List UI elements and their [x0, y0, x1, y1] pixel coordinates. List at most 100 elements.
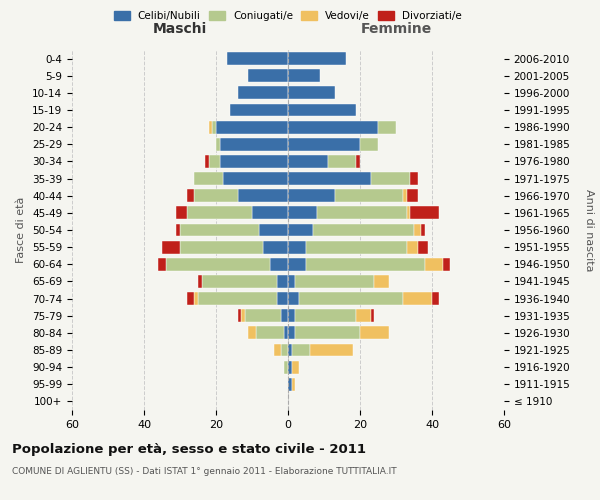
Bar: [248, 326, 256, 340]
Bar: [194, 190, 238, 202]
Bar: [209, 120, 212, 134]
Bar: [306, 240, 407, 254]
Bar: [187, 292, 194, 305]
Y-axis label: Anni di nascita: Anni di nascita: [584, 188, 595, 271]
Bar: [374, 275, 389, 288]
Bar: [238, 310, 241, 322]
Bar: [176, 224, 180, 236]
Bar: [198, 292, 277, 305]
Bar: [241, 310, 245, 322]
Bar: [227, 52, 288, 65]
Bar: [238, 86, 288, 100]
Bar: [281, 344, 288, 356]
Bar: [407, 240, 418, 254]
Bar: [180, 240, 263, 254]
Bar: [288, 292, 299, 305]
Text: Femmine: Femmine: [361, 22, 431, 36]
Bar: [180, 224, 259, 236]
Bar: [403, 292, 432, 305]
Bar: [220, 138, 288, 150]
Bar: [414, 224, 421, 236]
Bar: [263, 240, 288, 254]
Bar: [443, 258, 450, 270]
Bar: [288, 326, 295, 340]
Bar: [166, 258, 270, 270]
Bar: [288, 155, 328, 168]
Bar: [270, 258, 288, 270]
Bar: [259, 224, 288, 236]
Bar: [295, 326, 360, 340]
Bar: [187, 190, 194, 202]
Bar: [371, 310, 374, 322]
Bar: [194, 172, 223, 185]
Bar: [158, 258, 166, 270]
Bar: [356, 155, 360, 168]
Bar: [313, 224, 414, 236]
Legend: Celibi/Nubili, Coniugati/e, Vedovi/e, Divorziati/e: Celibi/Nubili, Coniugati/e, Vedovi/e, Di…: [111, 8, 465, 24]
Bar: [410, 172, 418, 185]
Bar: [205, 155, 209, 168]
Bar: [360, 138, 378, 150]
Bar: [248, 70, 288, 82]
Bar: [288, 70, 320, 82]
Bar: [216, 138, 220, 150]
Bar: [292, 378, 295, 390]
Bar: [284, 326, 288, 340]
Bar: [288, 86, 335, 100]
Bar: [421, 224, 425, 236]
Bar: [277, 275, 288, 288]
Bar: [360, 326, 389, 340]
Bar: [274, 344, 281, 356]
Bar: [378, 120, 396, 134]
Bar: [194, 292, 198, 305]
Bar: [230, 104, 288, 117]
Bar: [223, 172, 288, 185]
Bar: [284, 360, 288, 374]
Bar: [198, 275, 202, 288]
Bar: [288, 206, 317, 220]
Bar: [288, 360, 292, 374]
Bar: [288, 240, 306, 254]
Bar: [295, 275, 374, 288]
Bar: [292, 360, 299, 374]
Bar: [288, 344, 292, 356]
Bar: [317, 206, 407, 220]
Bar: [371, 172, 410, 185]
Bar: [288, 104, 356, 117]
Bar: [277, 292, 288, 305]
Bar: [335, 190, 403, 202]
Bar: [295, 310, 356, 322]
Bar: [220, 155, 288, 168]
Bar: [256, 326, 284, 340]
Bar: [418, 240, 428, 254]
Bar: [209, 155, 220, 168]
Bar: [288, 258, 306, 270]
Text: COMUNE DI AGLIENTU (SS) - Dati ISTAT 1° gennaio 2011 - Elaborazione TUTTITALIA.I: COMUNE DI AGLIENTU (SS) - Dati ISTAT 1° …: [12, 468, 397, 476]
Bar: [356, 310, 371, 322]
Bar: [238, 190, 288, 202]
Bar: [288, 52, 346, 65]
Bar: [202, 275, 277, 288]
Bar: [162, 240, 180, 254]
Bar: [306, 258, 425, 270]
Bar: [425, 258, 443, 270]
Bar: [432, 292, 439, 305]
Bar: [328, 155, 356, 168]
Bar: [299, 292, 403, 305]
Y-axis label: Fasce di età: Fasce di età: [16, 197, 26, 263]
Bar: [281, 310, 288, 322]
Bar: [288, 190, 335, 202]
Bar: [288, 310, 295, 322]
Bar: [288, 224, 313, 236]
Bar: [187, 206, 252, 220]
Text: Popolazione per età, sesso e stato civile - 2011: Popolazione per età, sesso e stato civil…: [12, 442, 366, 456]
Bar: [407, 206, 410, 220]
Bar: [403, 190, 407, 202]
Text: Maschi: Maschi: [153, 22, 207, 36]
Bar: [288, 120, 378, 134]
Bar: [212, 120, 216, 134]
Bar: [410, 206, 439, 220]
Bar: [245, 310, 281, 322]
Bar: [176, 206, 187, 220]
Bar: [288, 275, 295, 288]
